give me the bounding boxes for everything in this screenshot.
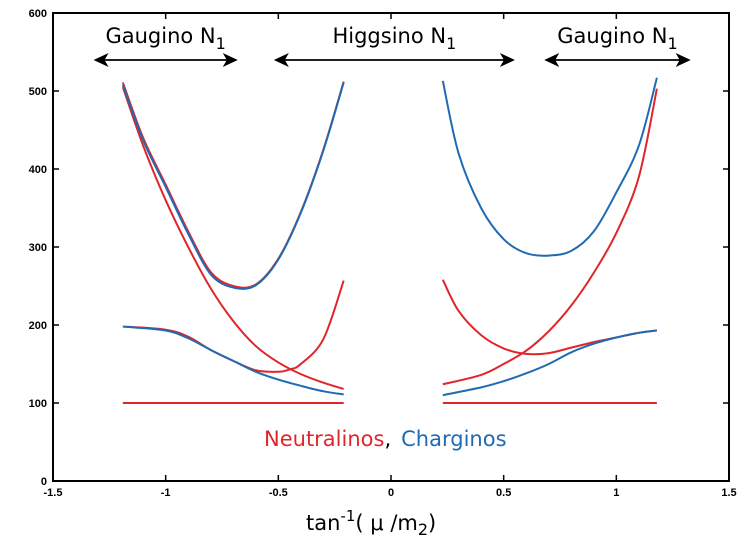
neutralino-curve-5 <box>442 88 658 386</box>
axes: -1.5 -1 -0.5 0 0.5 1 1.5 0 100 200 300 400 500 600 <box>29 8 737 499</box>
region-label-text: Gaugino N <box>557 24 667 48</box>
region-label: Higgsino N1 <box>332 24 456 53</box>
region-arrow-left-head <box>544 53 560 67</box>
neutralino-curve-2 <box>122 280 345 373</box>
y-tick-label: 500 <box>29 86 47 98</box>
region-annotations: Gaugino N1 Higgsino N1 Gaugino N1 <box>93 24 691 67</box>
series-layer <box>121 77 658 405</box>
neutralino-curve-4 <box>441 279 658 356</box>
region-arrow-right-head <box>222 53 238 67</box>
region-arrow-left-head <box>273 53 289 67</box>
y-tick-label: 200 <box>29 320 47 332</box>
chargino-curve-8 <box>122 325 344 396</box>
legend-neutralinos: Neutralinos <box>264 427 384 451</box>
region-label-sub: 1 <box>216 34 226 53</box>
region-arrow-right-head <box>499 53 515 67</box>
region-label-sub: 1 <box>446 34 456 53</box>
x-tick-label: -0.5 <box>269 487 288 499</box>
x-tick-label: 1 <box>613 487 619 499</box>
y-tick-label: 600 <box>29 8 47 20</box>
region-arrow-right-head <box>675 53 691 67</box>
legend-charginos: Charginos <box>401 427 506 451</box>
y-tick-label: 100 <box>29 398 47 410</box>
legend-comma: , <box>384 427 391 451</box>
y-tick-label: 0 <box>41 476 47 488</box>
plot-frame <box>52 12 730 482</box>
region-label-text: Higgsino N <box>332 24 446 48</box>
x-tick-label: 0 <box>388 487 394 499</box>
region-label-text: Gaugino N <box>105 24 215 48</box>
x-tick-label: 1.5 <box>721 487 736 499</box>
x-axis-label: tan-1( μ /m2) <box>306 507 436 539</box>
chargino-curve-9 <box>441 77 658 257</box>
x-tick-label: -1.5 <box>44 487 63 499</box>
neutralino-curve-1 <box>121 86 344 390</box>
region-label: Gaugino N1 <box>557 24 677 53</box>
x-tick-label: -1 <box>161 487 171 499</box>
y-tick-label: 300 <box>29 242 47 254</box>
y-tick-label: 400 <box>29 164 47 176</box>
chargino-curve-10 <box>442 329 658 397</box>
legend: Neutralinos, Charginos <box>264 427 507 451</box>
chargino-curve-7 <box>121 82 345 290</box>
region-arrow-left-head <box>93 53 109 67</box>
region-label: Gaugino N1 <box>105 24 225 53</box>
region-label-sub: 1 <box>667 34 677 53</box>
x-tick-label: 0.5 <box>496 487 511 499</box>
